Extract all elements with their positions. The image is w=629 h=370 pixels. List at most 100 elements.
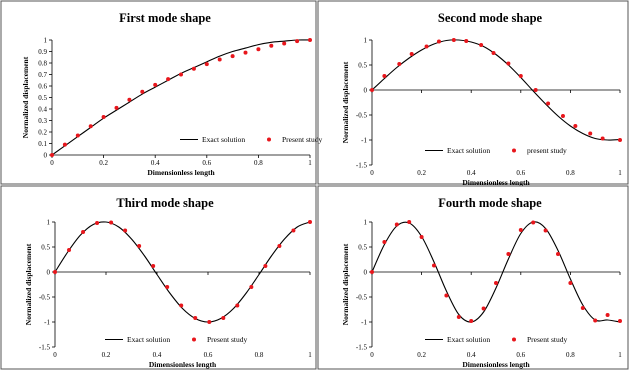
x-tick-label: 1 (618, 169, 622, 177)
x-axis-label: Dimensionless length (462, 360, 530, 369)
x-tick-label: 1 (308, 351, 312, 359)
present-study-point (419, 235, 424, 239)
present-study-point (370, 270, 374, 274)
legend-marker-swatch (512, 148, 516, 153)
x-tick-label: 0.6 (516, 351, 525, 359)
x-tick-label: 0 (370, 169, 374, 177)
panel-frame (0, 0, 317, 185)
present-study-point (221, 316, 226, 320)
y-tick-label: 0.3 (38, 117, 47, 125)
x-tick-label: 0.6 (202, 159, 211, 167)
present-study-point (204, 62, 209, 67)
present-study-point (424, 44, 429, 49)
present-study-point (153, 82, 158, 87)
y-tick-label: 1 (364, 37, 368, 45)
present-study-point (397, 62, 402, 66)
panel-frame (317, 185, 629, 370)
y-tick-label: 0 (44, 152, 48, 160)
legend-label: Present study (527, 335, 567, 344)
x-tick-label: 0.2 (99, 159, 108, 167)
present-study-point (605, 313, 610, 317)
x-tick-label: 0.6 (516, 169, 525, 177)
x-tick-label: 0.4 (467, 351, 476, 359)
x-tick-label: 0.8 (566, 351, 575, 359)
y-tick-label: 1 (44, 37, 48, 45)
present-study-point (533, 88, 538, 92)
present-study-point (382, 74, 387, 78)
present-study-point (546, 101, 551, 106)
chart-legend: Exact solution Present study (180, 135, 322, 144)
present-study-point (249, 285, 254, 289)
present-study-point (243, 50, 248, 55)
x-tick-label: 0 (53, 351, 57, 359)
legend-label: Exact solution (127, 335, 170, 344)
y-tick-label: 0.9 (38, 48, 47, 56)
present-study-point (593, 318, 598, 323)
present-study-point (235, 303, 240, 308)
x-tick-label: 0.2 (417, 351, 426, 359)
present-study-point (50, 153, 54, 157)
y-tick-label: 0.6 (38, 83, 47, 91)
y-tick-label: -1 (361, 137, 367, 145)
y-axis-label: Normalized displacement (341, 61, 350, 143)
present-study-point (179, 303, 184, 308)
present-study-point (407, 220, 412, 224)
y-tick-label: -1.5 (356, 162, 368, 170)
legend-label: Exact solution (202, 135, 245, 144)
y-tick-label: 0.5 (358, 62, 367, 70)
present-study-point (308, 38, 312, 42)
present-study-point (269, 43, 274, 48)
chart-title: Third mode shape (116, 196, 214, 210)
present-study-point (580, 306, 585, 310)
present-study-point (556, 252, 560, 256)
present-study-point (277, 244, 282, 248)
exact-solution-curve (371, 221, 621, 323)
present-study-point (291, 228, 296, 233)
chart-title: Fourth mode shape (438, 196, 542, 210)
present-study-point (166, 77, 171, 82)
present-study-point (543, 228, 548, 233)
present-study-point (409, 52, 414, 56)
x-tick-label: 0 (370, 351, 374, 359)
present-study-point (444, 293, 449, 298)
y-tick-label: -1 (361, 319, 367, 327)
chart-legend: Exact solution Present study (105, 335, 247, 344)
chart-panel-1: First mode shape 0 0.1 0.2 0.3 0.4 0.5 0.6 0.7 0.… (0, 0, 322, 185)
present-study-point (75, 133, 80, 138)
x-tick-label: 0.4 (151, 159, 160, 167)
panel-frame (317, 0, 629, 185)
present-study-point (193, 316, 198, 320)
y-tick-label: -0.5 (356, 112, 368, 120)
present-study-point (179, 72, 183, 77)
present-study-point (469, 319, 474, 323)
present-study-point (295, 39, 300, 44)
y-tick-label: 0 (364, 87, 368, 95)
y-tick-label: -1.5 (39, 344, 51, 352)
present-study-point (101, 115, 106, 120)
y-tick-label: 0.5 (41, 244, 50, 252)
present-study-point (588, 131, 593, 136)
x-tick-label: 0.4 (467, 169, 476, 177)
x-tick-label: 0.8 (255, 351, 264, 359)
present-study-point (382, 240, 387, 244)
legend-label: Present study (282, 135, 322, 144)
x-tick-label: 1 (308, 159, 312, 167)
chart-legend: Exact solution Present study (425, 335, 567, 344)
x-tick-label: 0.8 (566, 169, 575, 177)
present-study-point (207, 320, 212, 324)
present-study-point (53, 270, 57, 274)
y-tick-label: 0.5 (38, 94, 47, 102)
x-tick-label: 0.8 (254, 159, 263, 167)
present-study-point (140, 89, 145, 94)
y-tick-label: 0.7 (38, 71, 47, 79)
legend-label: present study (527, 146, 567, 155)
present-study-point (432, 263, 436, 268)
present-study-point (282, 41, 287, 46)
present-study-point (95, 221, 100, 225)
x-tick-label: 0 (50, 159, 54, 167)
present-study-point (263, 264, 268, 268)
y-tick-label: -1.5 (356, 344, 368, 352)
present-study-point (491, 51, 496, 55)
y-tick-label: -0.5 (39, 294, 51, 302)
